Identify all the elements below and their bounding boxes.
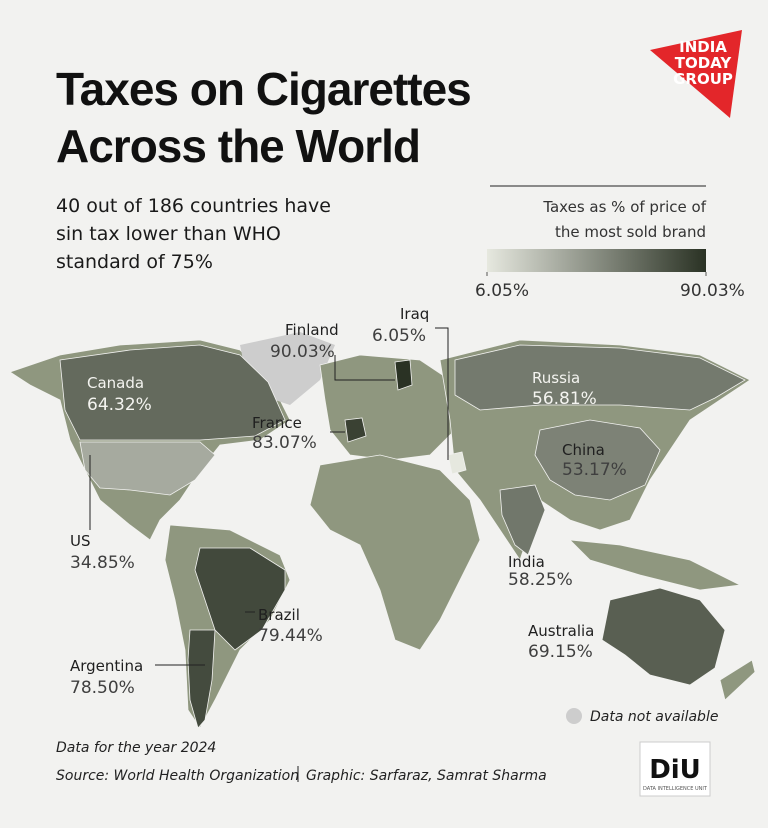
note: Data for the year 2024 (56, 740, 216, 756)
unit-logo-box (639, 741, 711, 797)
country (499, 484, 546, 556)
subtitle: 40 out of 186 countries have (56, 195, 331, 217)
value-label: 34.85% (70, 553, 135, 573)
title: Across the World (56, 120, 420, 172)
brand-badge (650, 30, 742, 118)
land (568, 539, 742, 591)
country-name: Finland (285, 321, 339, 339)
value-label: 53.17% (562, 460, 627, 480)
country-name: Brazil (258, 606, 300, 624)
no-data-swatch (566, 708, 582, 724)
source: Source: World Health Organization (56, 768, 299, 784)
value-label: 6.05% (372, 326, 426, 346)
country (447, 451, 467, 475)
no-data-label: Data not available (590, 709, 718, 725)
value-label: 58.25% (508, 570, 573, 590)
value-label: 64.32% (87, 395, 152, 415)
regions (59, 344, 746, 729)
value-label: 56.81% (532, 389, 597, 409)
country (59, 344, 286, 441)
colorbar-tick-label: 90.03% (680, 281, 745, 301)
value-label: 69.15% (528, 642, 593, 662)
value-label: 90.03% (270, 342, 335, 362)
leader-line (435, 327, 449, 460)
country (601, 587, 726, 686)
land (309, 454, 481, 651)
credit: Graphic: Sarfaraz, Samrat Sharma (306, 768, 547, 784)
leader-line (334, 355, 395, 381)
country-name: Australia (528, 622, 594, 640)
unit-name: DATA INTELLIGENCE UNIT (643, 786, 708, 792)
value-label: 83.07% (252, 433, 317, 453)
country (187, 629, 216, 729)
subtitle: sin tax lower than WHO (56, 223, 281, 245)
country (394, 359, 413, 391)
legend-title: the most sold brand (555, 223, 706, 241)
unit-logo: DiU (649, 755, 701, 785)
country (79, 441, 216, 496)
colorbar (487, 249, 706, 272)
value-label: 79.44% (258, 626, 323, 646)
country-name: Argentina (70, 657, 143, 675)
title: Taxes on Cigarettes (56, 63, 471, 115)
country (454, 344, 746, 411)
country (344, 417, 367, 443)
brand-text: TODAY (675, 54, 733, 72)
country (534, 419, 661, 501)
brand-text: GROUP (673, 70, 733, 88)
country (194, 547, 286, 651)
subtitle: standard of 75% (56, 251, 213, 273)
value-label: 78.50% (70, 678, 135, 698)
country-name: Russia (532, 369, 580, 387)
country-name: France (252, 414, 302, 432)
colorbar-tick-label: 6.05% (475, 281, 529, 301)
country-name: China (562, 441, 605, 459)
country-name: Canada (87, 374, 144, 392)
land (319, 354, 456, 461)
land (719, 659, 756, 701)
country-name: India (508, 553, 545, 571)
brand-text: INDIA (679, 38, 727, 56)
legend-title: Taxes as % of price of (542, 198, 706, 216)
country-name: Iraq (400, 305, 429, 323)
country-name: US (70, 532, 91, 550)
